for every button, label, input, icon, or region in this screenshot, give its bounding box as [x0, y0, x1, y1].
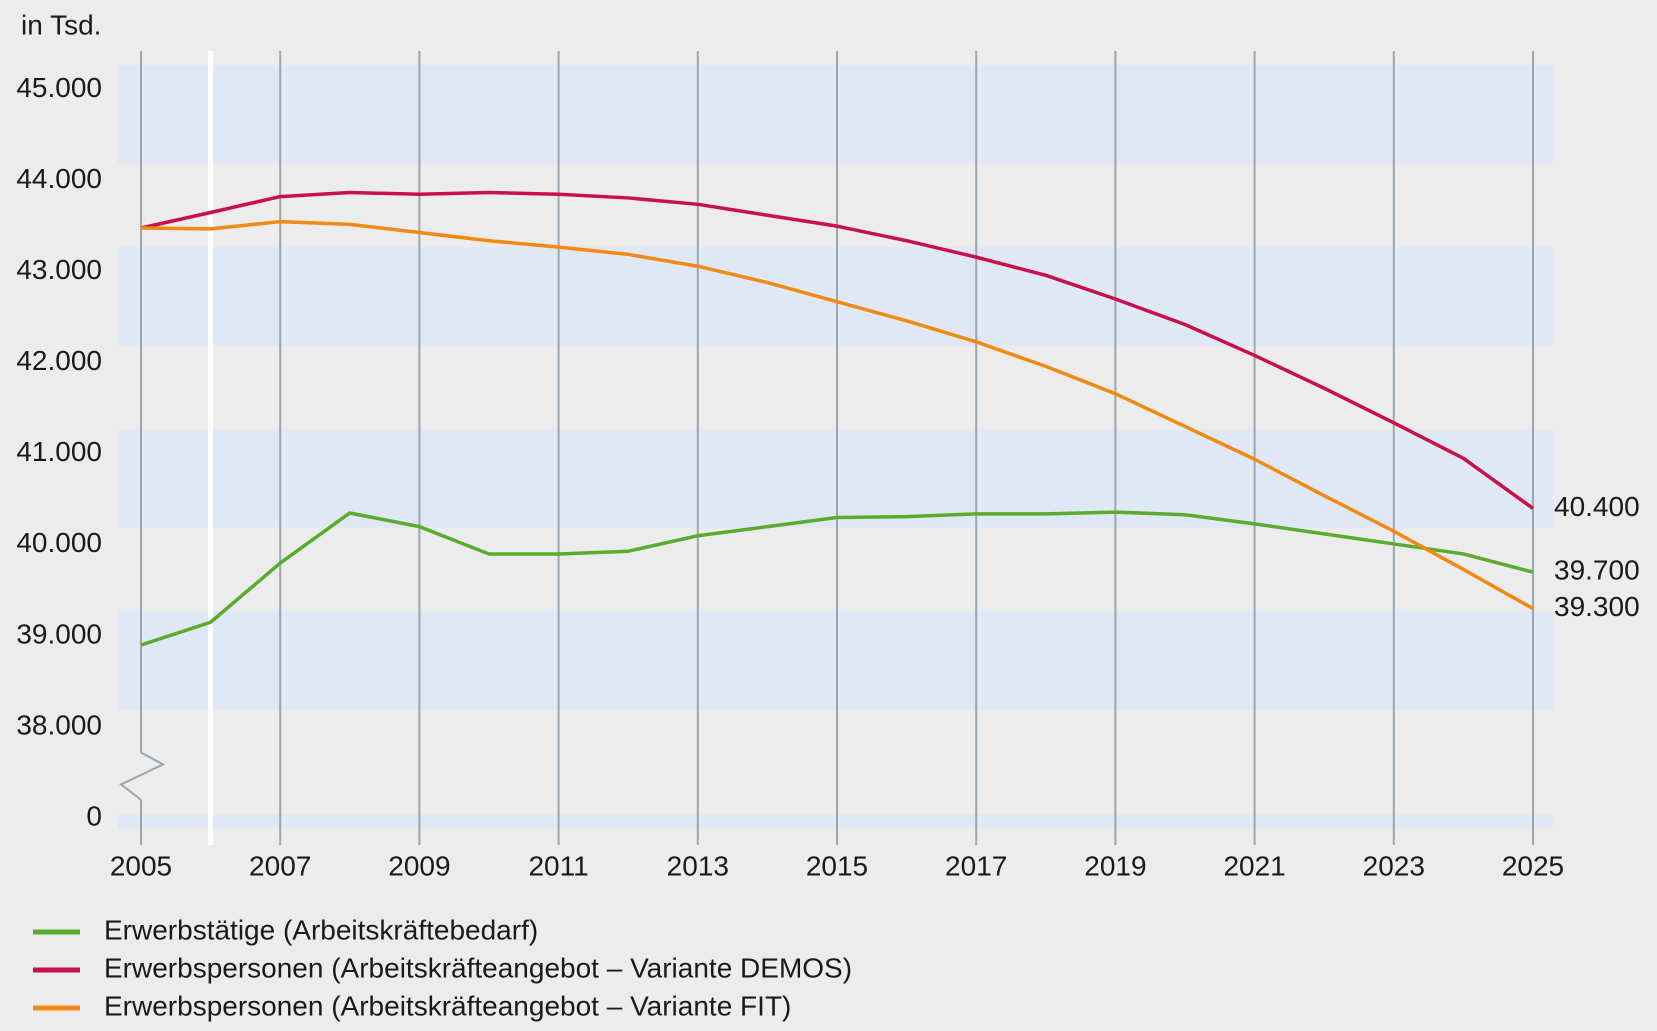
x-tick-label: 2005 [110, 850, 172, 881]
y-tick-label: 43.000 [16, 254, 102, 285]
x-tick-label: 2013 [667, 850, 729, 881]
legend-label: Erwerbstätige (Arbeitskräftebedarf) [104, 914, 538, 945]
series-line [140, 190, 1535, 510]
band [118, 611, 1553, 710]
y-tick-label: 38.000 [16, 709, 102, 740]
x-tick-label: 2017 [945, 850, 1007, 881]
y-tick-label: 41.000 [16, 436, 102, 467]
value-label: 40.400 [1554, 491, 1640, 522]
y-tick-label: 40.000 [16, 527, 102, 558]
y-tick-label: 42.000 [16, 345, 102, 376]
y-tick-label: 0 [86, 800, 102, 831]
value-label: 39.300 [1554, 591, 1640, 622]
x-tick-label: 2025 [1502, 850, 1564, 881]
band [118, 65, 1553, 164]
x-tick-label: 2015 [806, 850, 868, 881]
legend-label: Erwerbspersonen (Arbeitskräfteangebot – … [104, 952, 852, 983]
band [118, 247, 1553, 346]
series-line [140, 510, 1534, 647]
x-tick-label: 2007 [249, 850, 311, 881]
x-tick-label: 2009 [388, 850, 450, 881]
legend-label: Erwerbspersonen (Arbeitskräfteangebot – … [104, 990, 791, 1021]
y-axis-label: in Tsd. [21, 9, 101, 40]
x-tick-label: 2011 [528, 850, 588, 881]
band [118, 814, 1553, 829]
band [118, 429, 1553, 528]
axis-break [119, 751, 166, 801]
x-tick-label: 2023 [1363, 850, 1425, 881]
y-tick-label: 39.000 [16, 618, 102, 649]
y-tick-label: 45.000 [16, 72, 102, 103]
x-tick-label: 2019 [1084, 850, 1146, 881]
value-label: 39.700 [1554, 555, 1640, 586]
x-tick-label: 2021 [1223, 850, 1285, 881]
y-tick-label: 44.000 [16, 163, 102, 194]
series-line [140, 219, 1534, 611]
